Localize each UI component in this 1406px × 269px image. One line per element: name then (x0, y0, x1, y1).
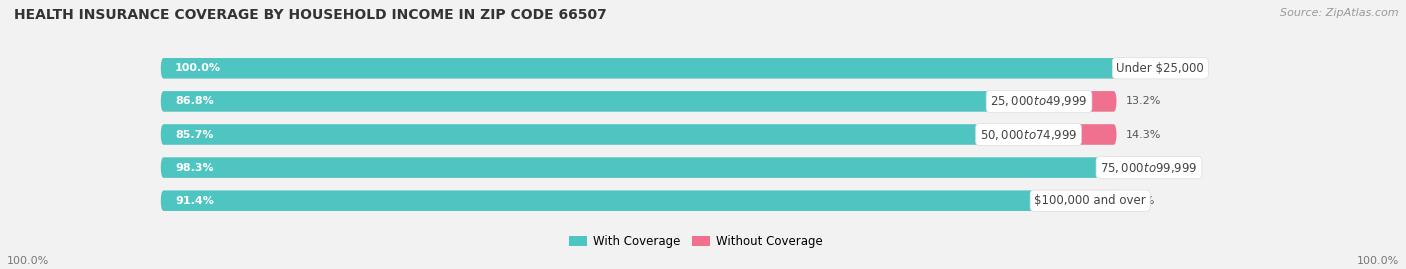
FancyBboxPatch shape (1101, 157, 1116, 178)
Text: $50,000 to $74,999: $50,000 to $74,999 (980, 128, 1077, 141)
Text: Source: ZipAtlas.com: Source: ZipAtlas.com (1281, 8, 1399, 18)
Text: $25,000 to $49,999: $25,000 to $49,999 (990, 94, 1088, 108)
Text: 8.6%: 8.6% (1126, 196, 1154, 206)
Text: 86.8%: 86.8% (176, 96, 214, 107)
FancyBboxPatch shape (160, 91, 1116, 112)
Text: HEALTH INSURANCE COVERAGE BY HOUSEHOLD INCOME IN ZIP CODE 66507: HEALTH INSURANCE COVERAGE BY HOUSEHOLD I… (14, 8, 607, 22)
FancyBboxPatch shape (160, 58, 1116, 79)
FancyBboxPatch shape (160, 190, 1116, 211)
FancyBboxPatch shape (160, 190, 1035, 211)
Text: 14.3%: 14.3% (1126, 129, 1161, 140)
FancyBboxPatch shape (160, 157, 1116, 178)
Text: Under $25,000: Under $25,000 (1116, 62, 1204, 75)
Text: 0.0%: 0.0% (1126, 63, 1154, 73)
Text: 13.2%: 13.2% (1126, 96, 1161, 107)
FancyBboxPatch shape (160, 157, 1101, 178)
FancyBboxPatch shape (160, 124, 1116, 145)
Text: 85.7%: 85.7% (176, 129, 214, 140)
Text: 100.0%: 100.0% (176, 63, 221, 73)
Text: 100.0%: 100.0% (7, 256, 49, 266)
Text: $75,000 to $99,999: $75,000 to $99,999 (1101, 161, 1198, 175)
Text: 100.0%: 100.0% (1357, 256, 1399, 266)
Legend: With Coverage, Without Coverage: With Coverage, Without Coverage (565, 230, 827, 253)
FancyBboxPatch shape (990, 91, 1116, 112)
Text: 98.3%: 98.3% (176, 162, 214, 173)
Text: 91.4%: 91.4% (176, 196, 214, 206)
Text: $100,000 and over: $100,000 and over (1035, 194, 1146, 207)
FancyBboxPatch shape (980, 124, 1116, 145)
FancyBboxPatch shape (1035, 190, 1116, 211)
FancyBboxPatch shape (160, 58, 1116, 79)
Text: 1.7%: 1.7% (1126, 162, 1154, 173)
FancyBboxPatch shape (160, 124, 980, 145)
FancyBboxPatch shape (160, 91, 990, 112)
